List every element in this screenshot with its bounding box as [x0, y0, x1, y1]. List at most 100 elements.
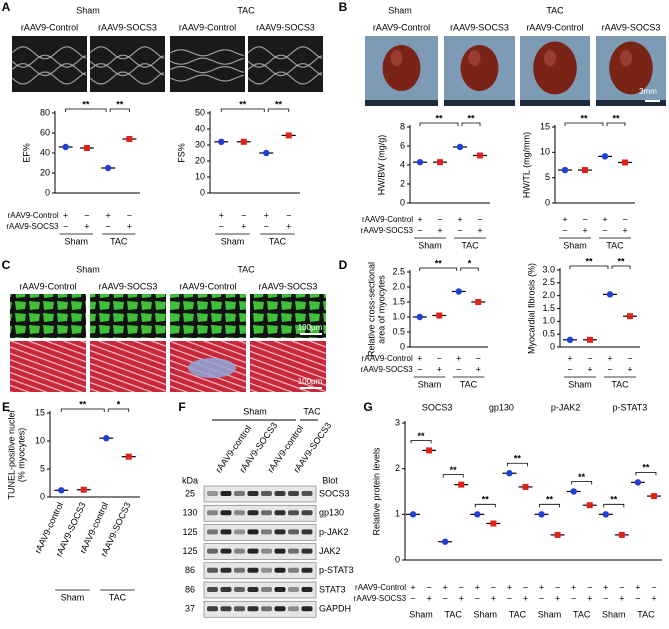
- heart-shine: [468, 50, 481, 66]
- group-label: TAC: [573, 609, 591, 619]
- panel-letter: G: [363, 400, 372, 414]
- blot-band: [301, 606, 313, 612]
- blot-band: [234, 548, 245, 554]
- data-point: [416, 158, 424, 166]
- wga-image: [90, 294, 166, 338]
- subtitle: SOCS3: [422, 402, 453, 412]
- row-label: rAAV9-Control: [8, 211, 59, 220]
- sig-bracket: [220, 108, 265, 112]
- group-label: TAC: [637, 609, 655, 619]
- sig-bracket: [571, 481, 593, 485]
- y-tick-label: 2.0: [542, 290, 555, 300]
- group-label: TAC: [461, 240, 479, 250]
- sig-bracket: [539, 503, 560, 508]
- kda-header: kDa: [182, 475, 198, 485]
- group-label: TAC: [110, 236, 128, 246]
- blot-band: [274, 491, 286, 496]
- group-label: TAC: [546, 5, 564, 15]
- echo-trace: [247, 46, 323, 60]
- data-point: [104, 164, 112, 172]
- sign: −: [651, 582, 656, 592]
- image-label: rAAV9-Control: [179, 281, 236, 291]
- group-label: TAC: [237, 264, 255, 274]
- subtitle: gp130: [489, 402, 514, 412]
- protein-label: p-JAK2: [319, 527, 349, 537]
- blot-band: [247, 587, 259, 592]
- data-point: [490, 520, 497, 527]
- sign: +: [286, 221, 291, 231]
- sig-bracket: [107, 408, 130, 412]
- sign: −: [127, 210, 132, 220]
- sign: −: [587, 353, 592, 363]
- data-point: [601, 153, 609, 160]
- blot-band: [247, 510, 259, 516]
- sign: −: [627, 353, 632, 363]
- sign: +: [410, 582, 415, 592]
- group-label: TAC: [109, 592, 127, 602]
- blot-band: [261, 529, 272, 535]
- y-tick-label: 0: [395, 554, 400, 564]
- sign: −: [286, 210, 291, 220]
- image-label: rAAV9-SOCS3: [256, 22, 315, 32]
- panel-letter: A: [2, 0, 11, 14]
- row-label: rAAV9-SOCS3: [361, 226, 414, 235]
- blot-band: [207, 510, 218, 516]
- y-tick-label: 0.5: [542, 329, 555, 339]
- blot-band: [288, 491, 299, 496]
- blot-band: [247, 567, 259, 573]
- sign: −: [539, 593, 544, 603]
- blot-band: [220, 510, 232, 516]
- image-label: rAAV9-SOCS3: [602, 22, 661, 32]
- sig-bracket: [564, 122, 604, 126]
- y-tick-label: 4: [400, 159, 405, 169]
- data-point: [570, 488, 577, 495]
- y-axis-label: Relative protein levels: [371, 447, 381, 536]
- group-label: Sham: [243, 406, 267, 416]
- blot-band: [247, 606, 259, 612]
- sig-label: **: [116, 99, 124, 109]
- blot-band: [274, 529, 286, 535]
- y-axis-label: HW/BW (mg/g): [376, 135, 386, 196]
- sig-label: **: [79, 399, 87, 409]
- data-point: [554, 531, 561, 538]
- sig-label: **: [418, 431, 426, 441]
- echo-trace: [89, 63, 165, 77]
- y-tick-label: 30: [195, 139, 205, 149]
- blot-band: [220, 606, 232, 612]
- group-label: TAC: [509, 609, 527, 619]
- sign: +: [587, 593, 592, 603]
- blot-band: [288, 548, 299, 554]
- sign: −: [417, 364, 422, 374]
- group-label: Sham: [602, 609, 626, 619]
- scale-label: 100μm: [298, 323, 323, 332]
- ruler: [520, 100, 590, 106]
- data-point: [437, 159, 443, 166]
- row-label: rAAV9-Control: [362, 354, 413, 363]
- blot-band: [261, 606, 272, 612]
- blot-band: [234, 606, 245, 612]
- scale-label: 100μm: [298, 377, 323, 386]
- y-tick-label: 8: [400, 121, 405, 131]
- echo-trace: [169, 74, 245, 82]
- sign: +: [562, 214, 567, 224]
- y-tick-label: 0: [45, 187, 50, 197]
- panel-letter: F: [178, 400, 185, 414]
- data-point: [103, 435, 110, 442]
- echo-trace: [169, 66, 245, 74]
- wga-image: [10, 294, 86, 338]
- sig-bracket: [109, 108, 130, 112]
- blot-band: [220, 548, 232, 554]
- blot-band: [207, 567, 218, 573]
- ruler: [444, 100, 515, 106]
- sign: +: [622, 225, 627, 235]
- data-point: [561, 166, 569, 174]
- y-axis-label: Relative cross-sectional: [366, 262, 376, 357]
- masson-image: [10, 341, 86, 392]
- sign: −: [105, 221, 110, 231]
- group-label: Sham: [418, 240, 442, 250]
- sign: −: [607, 364, 612, 374]
- sign: −: [84, 210, 89, 220]
- sign: +: [459, 593, 464, 603]
- sign: +: [417, 214, 422, 224]
- y-axis-label: EF%: [21, 143, 31, 163]
